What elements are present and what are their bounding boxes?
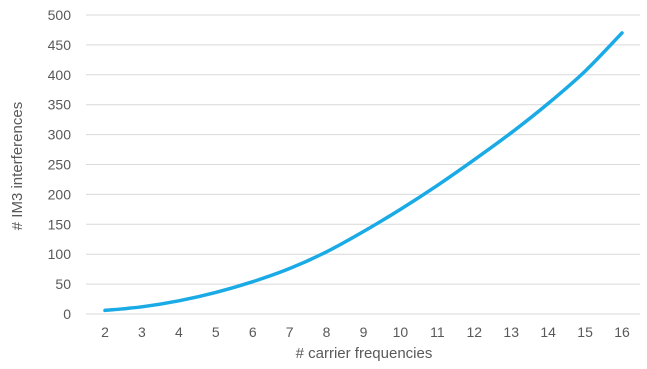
- x-tick-label: 9: [360, 324, 368, 340]
- x-tick-label: 5: [212, 324, 220, 340]
- y-tick-label: 100: [48, 246, 72, 262]
- x-tick-label: 13: [503, 324, 519, 340]
- x-tick-label: 4: [175, 324, 183, 340]
- y-tick-label: 150: [48, 216, 72, 232]
- y-tick-label: 0: [63, 306, 71, 322]
- y-tick-label: 450: [48, 37, 72, 53]
- y-tick-label: 250: [48, 157, 72, 173]
- x-axis-title: # carrier frequencies: [296, 345, 433, 362]
- x-tick-label: 6: [249, 324, 257, 340]
- x-tick-label: 16: [614, 324, 630, 340]
- x-tick-label: 15: [577, 324, 593, 340]
- x-tick-label: 10: [393, 324, 409, 340]
- y-tick-label: 350: [48, 97, 72, 113]
- y-tick-label: 300: [48, 127, 72, 143]
- y-axis-ticks: 0 50 100 150 200 250 300 350 400 450 500: [48, 7, 72, 322]
- x-tick-label: 7: [286, 324, 294, 340]
- x-tick-label: 2: [101, 324, 109, 340]
- x-axis-ticks: 2 3 4 5 6 7 8 9 10 11 12 13 14 15 16: [101, 324, 630, 340]
- y-tick-label: 400: [48, 67, 72, 83]
- series-layer: [103, 31, 624, 313]
- x-tick-label: 8: [323, 324, 331, 340]
- y-tick-label: 500: [48, 7, 72, 23]
- y-axis-title: # IM3 interferences: [9, 102, 26, 230]
- x-tick-label: 12: [466, 324, 482, 340]
- x-tick-label: 14: [540, 324, 556, 340]
- y-tick-label: 50: [55, 276, 71, 292]
- x-tick-label: 11: [430, 324, 445, 340]
- x-tick-label: 3: [138, 324, 146, 340]
- gridlines: [86, 14, 640, 315]
- y-tick-label: 200: [48, 186, 72, 202]
- series-line-0: [103, 31, 624, 313]
